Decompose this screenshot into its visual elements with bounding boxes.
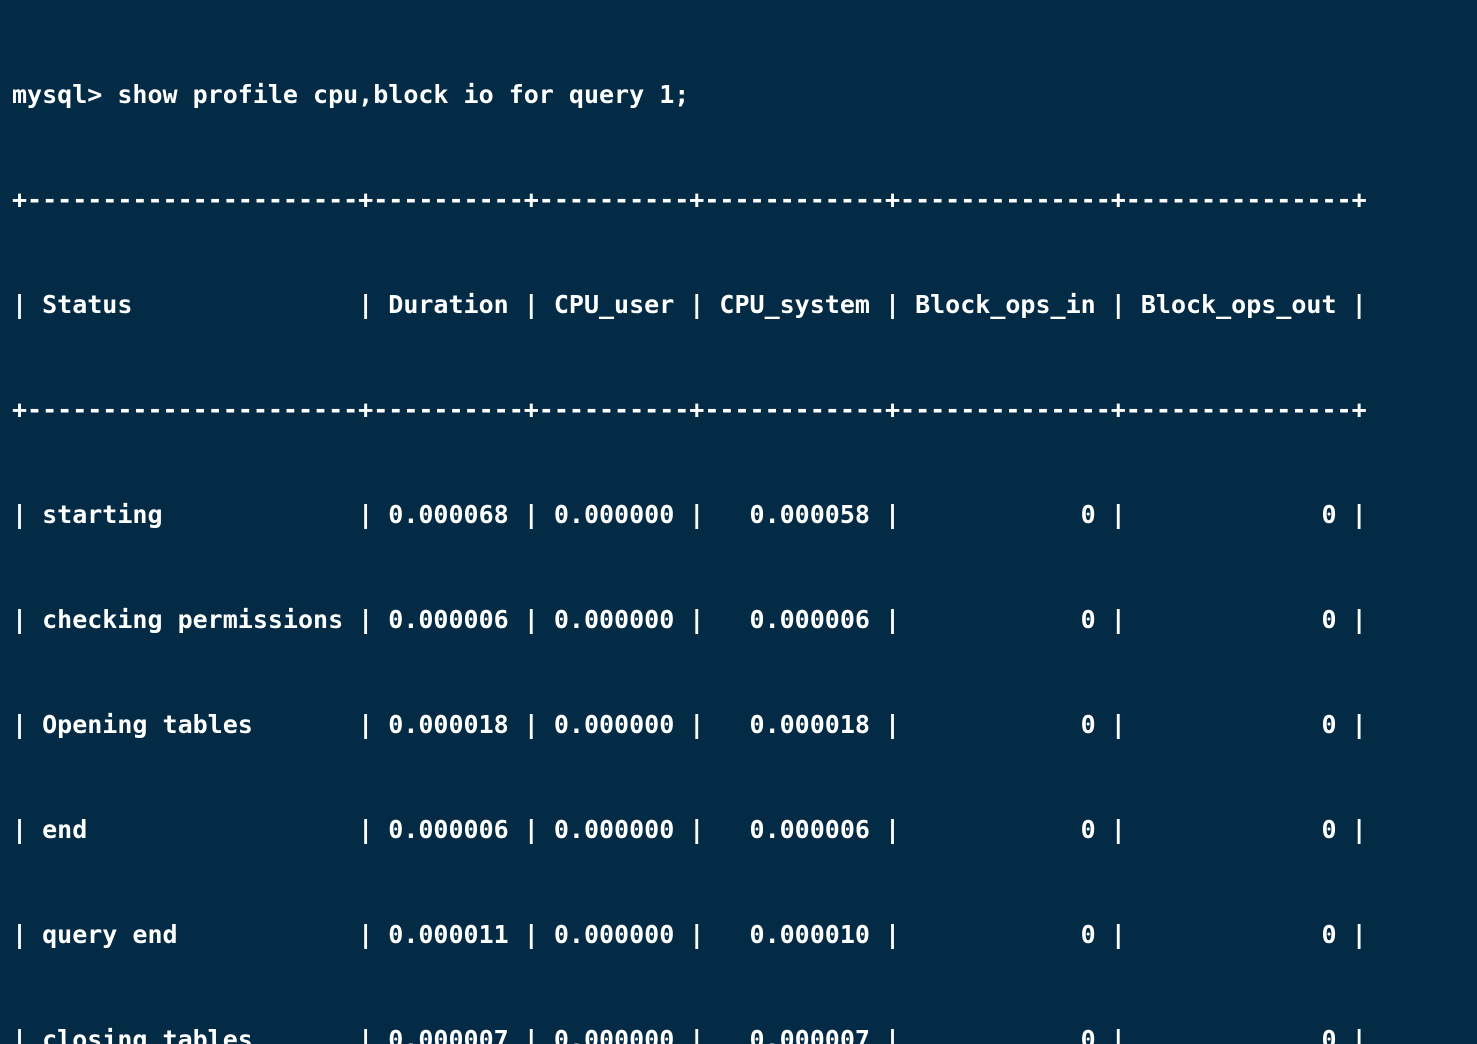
table-row: | starting | 0.000068 | 0.000000 | 0.000…	[12, 500, 1367, 529]
table-row: | Opening tables | 0.000018 | 0.000000 |…	[12, 710, 1367, 739]
table-row: | checking permissions | 0.000006 | 0.00…	[12, 605, 1367, 634]
table-row: | end | 0.000006 | 0.000000 | 0.000006 |…	[12, 815, 1367, 844]
table-row: | query end | 0.000011 | 0.000000 | 0.00…	[12, 920, 1367, 949]
table-row: | closing tables | 0.000007 | 0.000000 |…	[12, 1025, 1367, 1044]
table-header-row: | Status | Duration | CPU_user | CPU_sys…	[12, 290, 1367, 319]
command-line: mysql> show profile cpu,block io for que…	[12, 80, 690, 109]
table-border-header: +----------------------+----------+-----…	[12, 395, 1367, 424]
table-border-top: +----------------------+----------+-----…	[12, 185, 1367, 214]
